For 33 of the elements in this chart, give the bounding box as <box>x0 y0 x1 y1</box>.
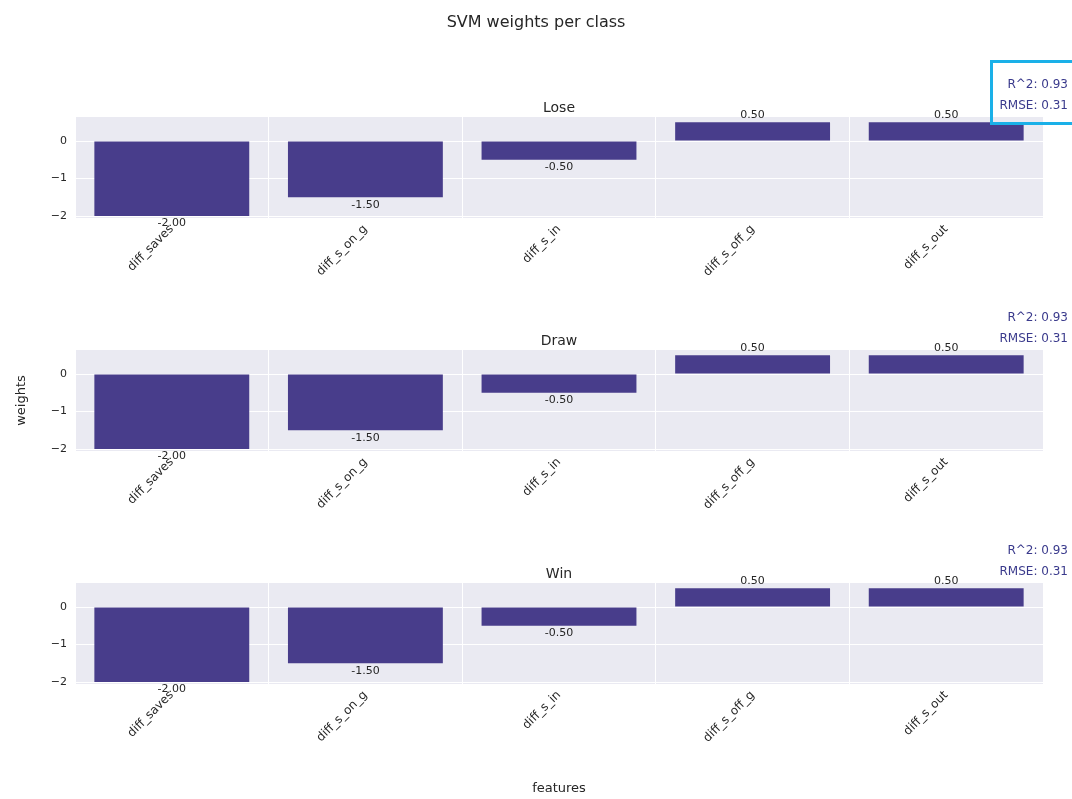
text: RMSE: 0.31 <box>999 98 1068 113</box>
data-label: 0.50 <box>740 107 765 121</box>
data-label: -0.50 <box>544 393 574 407</box>
data-label: -1.50 <box>351 663 380 677</box>
text: RMSE: 0.31 <box>999 331 1068 346</box>
data-label: 0.50 <box>933 340 959 354</box>
chart-subtitle: Lose <box>542 98 576 115</box>
chart-title: Draw <box>540 331 578 348</box>
data-label: 0.50 <box>740 573 765 587</box>
data-label: 0.50 <box>933 107 959 121</box>
y-tick-label: −2 <box>50 441 67 455</box>
text: R^2: 0.93 <box>1007 310 1068 325</box>
data-label: -0.50 <box>544 626 574 640</box>
y-tick-label: −2 <box>50 208 67 222</box>
y-axis-title: weights <box>13 374 29 426</box>
data-label: 0.50 <box>933 573 959 587</box>
y-tick-label: 0 <box>60 133 67 147</box>
chart-title: SVM weights per class <box>445 12 627 31</box>
y-tick-label: −2 <box>50 674 67 688</box>
y-tick-label: −1 <box>50 637 67 651</box>
y-tick-label: −1 <box>50 171 67 185</box>
data-label: 0.50 <box>740 340 765 354</box>
data-label: -1.50 <box>351 197 380 211</box>
x-axis-title: features <box>532 780 587 796</box>
y-tick-label: −1 <box>50 404 67 418</box>
y-tick-label: 0 <box>60 366 67 380</box>
data-label: -1.50 <box>351 430 380 444</box>
y-tick-label: 0 <box>60 599 67 613</box>
text: RMSE: 0.31 <box>999 564 1068 579</box>
text: R^2: 0.93 <box>1007 77 1068 92</box>
data-label: -0.50 <box>544 160 574 174</box>
text: R^2: 0.93 <box>1007 543 1068 558</box>
chart-title: Win <box>545 564 573 581</box>
